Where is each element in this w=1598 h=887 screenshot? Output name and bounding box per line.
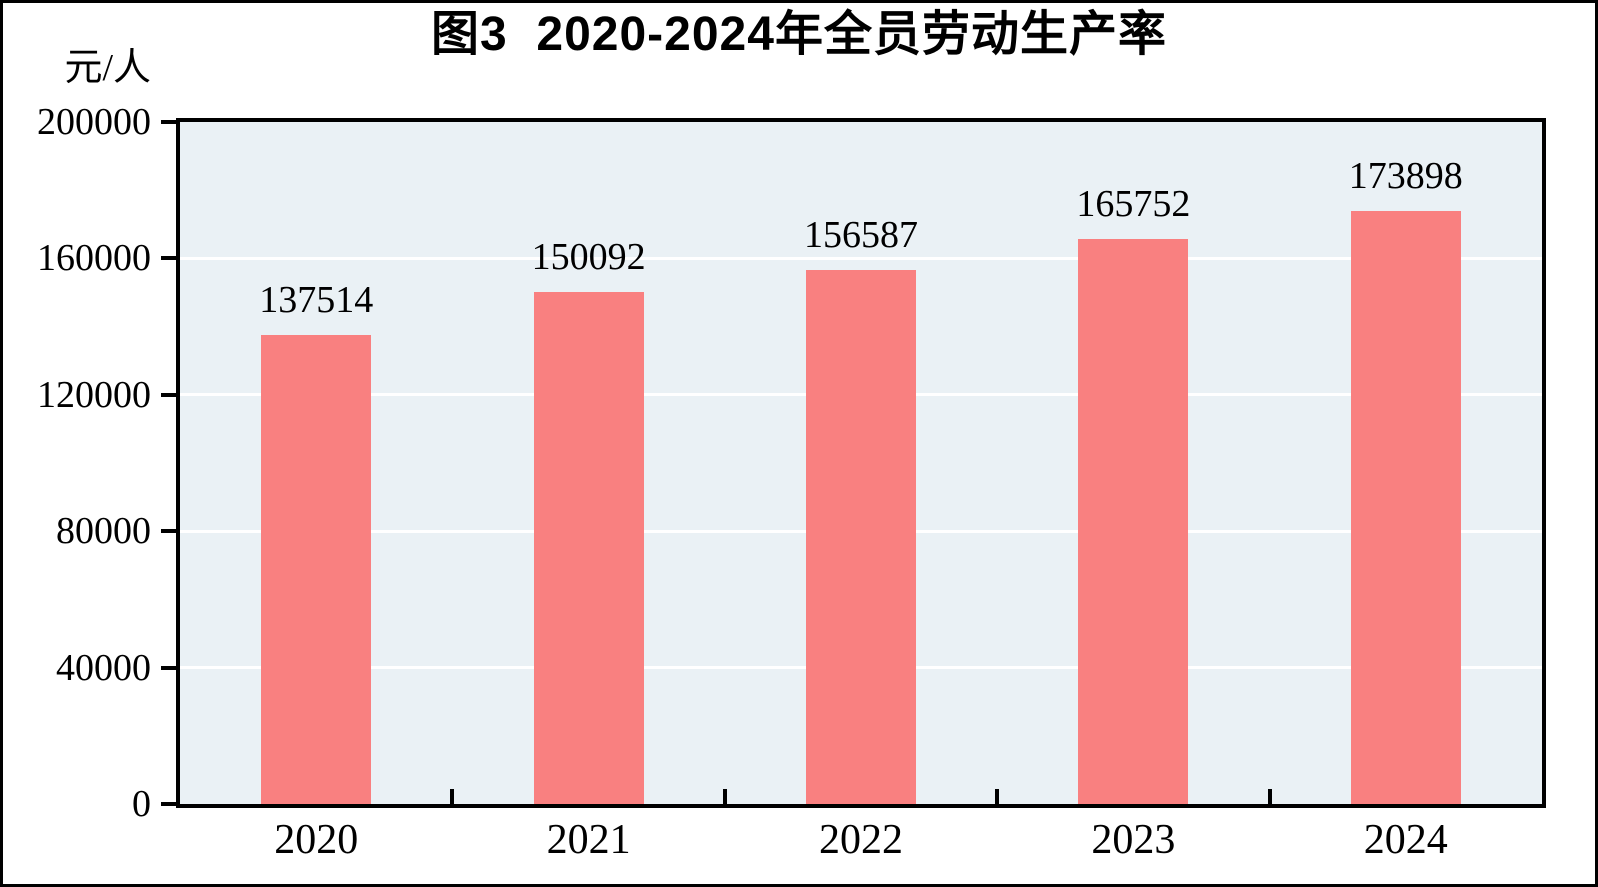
y-tick-mark bbox=[161, 529, 176, 534]
bar-value-label: 165752 bbox=[1076, 182, 1191, 225]
plot-area: 137514 150092 156587 165752 173898 bbox=[176, 118, 1546, 808]
y-tick-mark bbox=[161, 392, 176, 397]
y-tick-label: 160000 bbox=[37, 237, 151, 280]
bar bbox=[1350, 211, 1461, 804]
x-tick-label: 2020 bbox=[274, 817, 359, 863]
y-tick-label: 80000 bbox=[56, 510, 151, 553]
bar bbox=[533, 292, 644, 804]
x-tick-label: 2023 bbox=[1091, 817, 1176, 863]
y-tick-mark bbox=[161, 120, 176, 124]
y-tick-label: 200000 bbox=[37, 101, 151, 143]
y-tick-label: 120000 bbox=[37, 373, 151, 416]
bar bbox=[261, 335, 372, 804]
y-tick-label: 40000 bbox=[56, 646, 151, 689]
x-tick-label: 2021 bbox=[546, 817, 631, 863]
y-tick-mark bbox=[161, 802, 176, 806]
x-tick-label: 2022 bbox=[819, 817, 903, 863]
bar-value-label: 150092 bbox=[531, 236, 646, 279]
x-tick-mark bbox=[1267, 789, 1272, 804]
x-tick-label: 2024 bbox=[1363, 817, 1448, 863]
gridline bbox=[180, 256, 1542, 260]
y-tick-label: 0 bbox=[132, 783, 151, 825]
chart-title: 图3 2020-2024年全员劳动生产率 bbox=[431, 8, 1167, 61]
bar bbox=[1078, 238, 1189, 804]
y-axis-unit-label: 元/人 bbox=[64, 47, 151, 89]
bar-value-label: 173898 bbox=[1348, 155, 1463, 198]
y-tick-mark bbox=[161, 665, 176, 670]
x-tick-mark bbox=[722, 789, 727, 804]
x-tick-mark bbox=[995, 789, 1000, 804]
y-tick-mark bbox=[161, 256, 176, 261]
x-tick-mark bbox=[450, 789, 455, 804]
bar bbox=[806, 270, 916, 804]
bar-value-label: 137514 bbox=[259, 279, 374, 322]
bar-value-label: 156587 bbox=[804, 214, 918, 257]
